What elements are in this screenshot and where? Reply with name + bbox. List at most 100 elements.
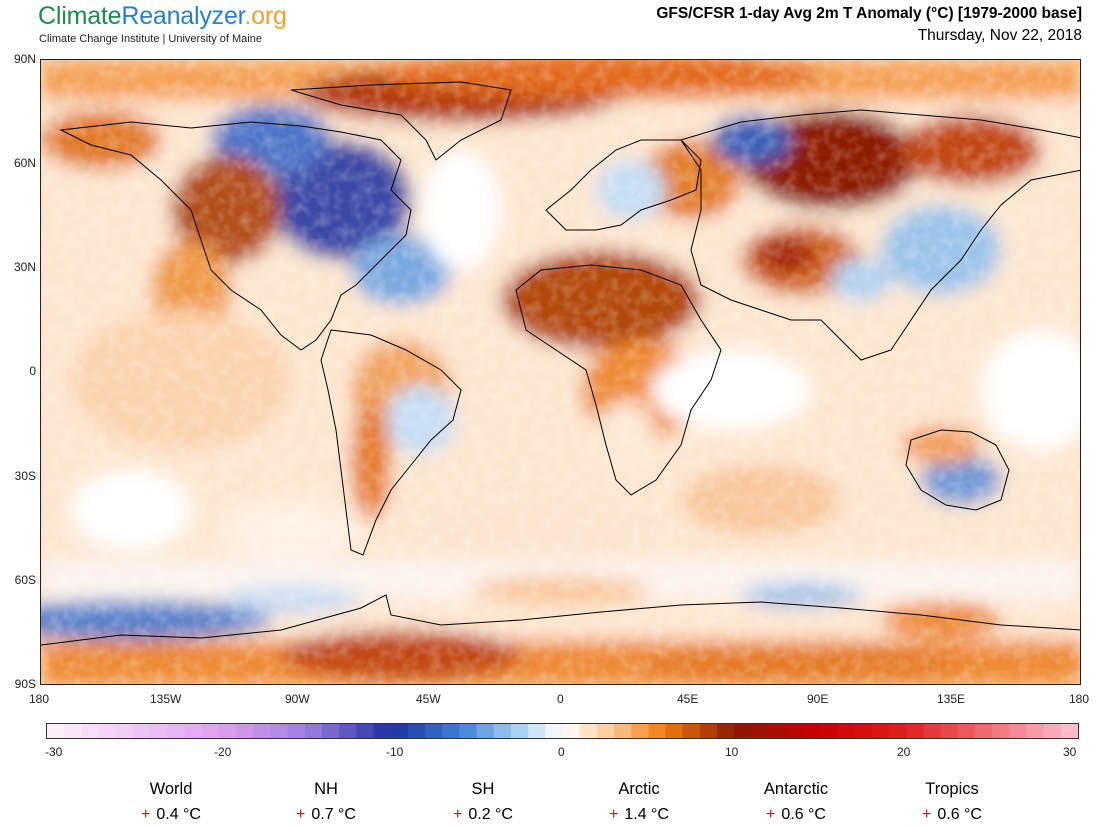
colorbar-swatch	[1026, 724, 1045, 738]
colorbar-tick-label: -30	[45, 745, 63, 759]
colorbar-swatch	[923, 724, 942, 738]
plus-sign: +	[296, 806, 306, 823]
colorbar-swatch	[545, 724, 564, 738]
lon-tick-label: 135E	[937, 692, 966, 706]
colorbar-swatch	[614, 724, 632, 738]
lat-tick-label: 90N	[13, 52, 36, 66]
anomaly-map	[40, 59, 1081, 685]
lat-tick-label: 0	[29, 364, 36, 378]
colorbar-swatch	[270, 724, 289, 738]
lon-tick-label: 180	[1069, 692, 1090, 706]
stat-label-nh: NH	[314, 780, 338, 798]
colorbar-swatch	[906, 724, 924, 738]
lat-tick-label: 30N	[13, 260, 36, 274]
colorbar-swatch	[236, 724, 254, 738]
anomaly-map-svg	[41, 60, 1080, 684]
colorbar-tick-label: -10	[386, 745, 404, 759]
colorbar-swatch	[1043, 724, 1062, 738]
colorbar-swatch	[940, 724, 959, 738]
colorbar-swatch	[682, 724, 701, 738]
plus-sign: +	[141, 806, 151, 823]
colorbar-tick-label: 10	[725, 745, 739, 759]
colorbar-swatch	[287, 724, 306, 738]
colorbar-swatch	[304, 724, 323, 738]
colorbar-swatch	[820, 724, 839, 738]
stat-value-sh: +0.2 °C	[408, 806, 558, 824]
plus-sign: +	[609, 806, 619, 823]
colorbar-swatch	[734, 724, 753, 738]
plus-sign: +	[766, 806, 776, 823]
map-title: GFS/CFSR 1-day Avg 2m T Anomaly (°C) [19…	[656, 5, 1082, 22]
colorbar-swatch	[64, 724, 82, 738]
colorbar-swatch	[888, 724, 907, 738]
lon-tick-label: 45E	[677, 692, 699, 706]
stat-label-sh: SH	[471, 780, 495, 798]
colorbar-swatch	[493, 724, 512, 738]
colorbar-swatch	[528, 724, 546, 738]
colorbar-swatch	[356, 724, 375, 738]
plus-sign: +	[922, 806, 932, 823]
lon-tick-label: 45W	[416, 692, 441, 706]
colorbar-swatch	[373, 724, 392, 738]
logo-part-org: .org	[244, 2, 287, 30]
colorbar-swatch	[837, 724, 856, 738]
site-subtitle: Climate Change Institute | University of…	[39, 33, 262, 45]
colorbar-swatch	[132, 724, 151, 738]
colorbar-swatch	[218, 724, 237, 738]
colorbar-swatch	[974, 724, 993, 738]
colorbar-swatch	[459, 724, 478, 738]
colorbar-swatch	[115, 724, 134, 738]
colorbar-swatch	[150, 724, 168, 738]
stat-value-antarctic: +0.6 °C	[721, 806, 871, 824]
colorbar-swatch	[768, 724, 787, 738]
stat-value-arctic: +1.4 °C	[564, 806, 714, 824]
colorbar-swatch	[253, 724, 271, 738]
colorbar-tick-label: 30	[1063, 745, 1077, 759]
colorbar-swatch	[562, 724, 581, 738]
site-logo[interactable]: ClimateReanalyzer.org	[38, 2, 287, 31]
lon-tick-label: 90W	[285, 692, 310, 706]
colorbar-swatch	[957, 724, 976, 738]
lat-tick-label: 30S	[14, 469, 36, 483]
lat-tick-label: 90S	[14, 677, 36, 691]
colorbar-swatch	[751, 724, 770, 738]
stat-number: 0.4 °C	[156, 806, 201, 823]
colorbar-tick-label: 0	[558, 745, 565, 759]
colorbar-swatch	[184, 724, 203, 738]
plus-sign: +	[453, 806, 463, 823]
lat-tick-label: 60S	[14, 573, 36, 587]
colorbar-swatch	[339, 724, 357, 738]
stat-number: 0.6 °C	[937, 806, 982, 823]
colorbar-swatch	[98, 724, 117, 738]
colorbar-swatch	[1060, 724, 1078, 738]
colorbar	[46, 723, 1079, 739]
colorbar-tick-label: 20	[897, 745, 911, 759]
colorbar-swatch	[476, 724, 495, 738]
texture-overlay	[41, 60, 1080, 684]
stat-label-antarctic: Antarctic	[763, 780, 829, 798]
colorbar-swatch	[699, 724, 718, 738]
colorbar-swatch	[201, 724, 220, 738]
colorbar-tick-label: -20	[214, 745, 232, 759]
colorbar-swatch	[648, 724, 667, 738]
lon-tick-label: 0	[557, 692, 564, 706]
colorbar-swatch	[1009, 724, 1028, 738]
logo-part-reanalyzer: Reanalyzer	[121, 2, 245, 30]
colorbar-swatch	[510, 724, 529, 738]
colorbar-swatch	[167, 724, 186, 738]
map-date: Thursday, Nov 22, 2018	[917, 27, 1082, 44]
colorbar-swatch	[442, 724, 460, 738]
colorbar-swatch	[665, 724, 684, 738]
stat-number: 0.2 °C	[468, 806, 513, 823]
lon-tick-label: 180	[29, 692, 50, 706]
coastlines	[41, 81, 1080, 646]
lat-tick-label: 60N	[13, 156, 36, 170]
lon-tick-label: 135W	[150, 692, 182, 706]
colorbar-swatch	[871, 724, 890, 738]
stat-number: 1.4 °C	[624, 806, 669, 823]
colorbar-swatch	[717, 724, 735, 738]
stat-value-world: +0.4 °C	[96, 806, 246, 824]
colorbar-swatch	[47, 724, 65, 738]
stat-label-tropics: Tropics	[925, 780, 979, 798]
colorbar-swatch	[579, 724, 598, 738]
